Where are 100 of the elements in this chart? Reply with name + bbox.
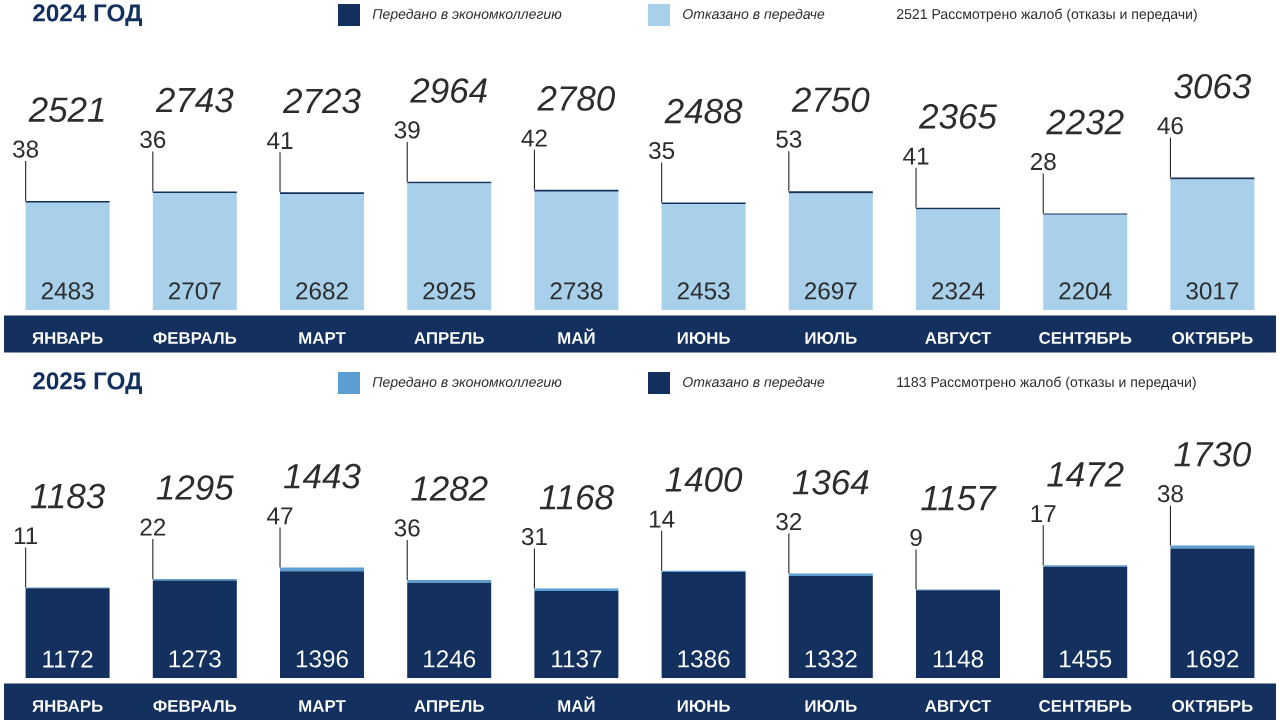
data-label: 2925	[423, 282, 476, 300]
total-label: 1157	[921, 486, 997, 511]
data-label: 1332	[805, 650, 857, 668]
x-tick-label: ИЮЛЬ	[805, 331, 857, 344]
legend-label: Передано в экономколлегию	[372, 8, 562, 22]
total-label: 1443	[284, 463, 361, 489]
bar	[1170, 548, 1255, 679]
bar	[916, 209, 1001, 311]
x-tick-label: МАРТ	[299, 700, 346, 712]
data-label: 2324	[932, 282, 985, 300]
total-label: 2232	[1046, 109, 1124, 135]
x-tick-label: ЯНВАРЬ	[32, 700, 103, 712]
data-label: 36	[394, 519, 420, 537]
data-label: 53	[776, 130, 802, 148]
data-label: 35	[649, 141, 675, 160]
total-label: 2743	[155, 87, 234, 113]
x-tick-label: ЯНВАРЬ	[32, 332, 103, 344]
data-label: 39	[394, 121, 420, 139]
x-tick-label: АПРЕЛЬ	[414, 700, 484, 712]
total-label: 2521	[28, 97, 104, 123]
data-label: 1455	[1060, 650, 1112, 668]
x-tick-label: ОКТЯБРЬ	[1172, 699, 1253, 712]
data-label: 41	[267, 132, 293, 149]
total-label: 2488	[664, 98, 743, 124]
data-label: 2682	[296, 282, 348, 300]
data-label: 1148	[933, 650, 984, 668]
data-label: 31	[521, 528, 547, 546]
data-label: 2453	[677, 282, 730, 300]
x-tick-label: ИЮНЬ	[677, 331, 730, 344]
bar	[25, 588, 110, 679]
total-label: 1183	[30, 483, 105, 509]
total-label: 1730	[1174, 441, 1252, 467]
bar	[1043, 566, 1128, 679]
x-tick-label: АВГУСТ	[925, 331, 992, 344]
bar	[1043, 214, 1128, 311]
total-label: 2365	[918, 104, 997, 129]
x-tick-label: СЕНТЯБРЬ	[1039, 331, 1132, 344]
x-tick-label: МАЙ	[558, 328, 595, 344]
bar	[534, 590, 619, 679]
bar	[1170, 179, 1255, 311]
x-tick-label: МАРТ	[299, 332, 346, 344]
bar	[280, 571, 365, 679]
data-label: 38	[13, 140, 39, 158]
data-label: 2697	[805, 282, 857, 300]
data-label: 28	[1030, 152, 1056, 171]
x-tick-label: АПРЕЛЬ	[414, 332, 484, 344]
text: 2521 Рассмотрено жалоб (отказы и передачи)	[896, 8, 1197, 22]
bar	[788, 193, 873, 311]
data-label: 42	[521, 129, 547, 147]
x-tick-label: ИЮЛЬ	[805, 699, 857, 712]
bar	[152, 580, 237, 679]
data-label: 1396	[296, 650, 348, 668]
bar	[407, 579, 492, 583]
data-label: 2707	[169, 282, 221, 300]
text: 1183 Рассмотрено жалоб (отказы и передачи)	[897, 376, 1196, 390]
data-label: 17	[1031, 505, 1056, 522]
bar	[916, 590, 1001, 679]
data-label: 2738	[550, 282, 603, 300]
x-tick-label: ФЕВРАЛЬ	[153, 332, 237, 344]
x-tick-label: АВГУСТ	[925, 699, 992, 712]
data-label: 1246	[424, 650, 476, 668]
bar	[661, 203, 746, 311]
x-tick-label: ОКТЯБРЬ	[1172, 331, 1253, 344]
data-label: 2483	[41, 282, 94, 300]
total-label: 2750	[791, 87, 870, 113]
total-label: 1400	[665, 467, 743, 492]
total-label: 2723	[282, 88, 361, 114]
bar	[534, 191, 619, 311]
total-label: 1282	[411, 476, 488, 501]
legend-label: Отказано в передаче	[683, 8, 825, 22]
data-label: 1386	[678, 650, 730, 668]
data-label: 22	[140, 518, 166, 536]
bar	[661, 571, 746, 679]
bar	[788, 576, 873, 679]
legend-label: Передано в экономколлегию	[372, 376, 562, 390]
data-label: 41	[903, 147, 929, 165]
x-tick-label: ИЮНЬ	[677, 699, 730, 712]
data-label: 1137	[552, 650, 602, 668]
bar	[407, 582, 492, 679]
total-label: 1472	[1047, 461, 1124, 487]
data-label: 1692	[1187, 650, 1239, 668]
data-label: 32	[776, 513, 802, 531]
data-label: 2204	[1059, 282, 1112, 300]
chart-title: 2024 ГОД	[33, 4, 142, 27]
x-tick-label: СЕНТЯБРЬ	[1039, 699, 1132, 712]
x-tick-label: ФЕВРАЛЬ	[153, 700, 237, 712]
bar	[25, 202, 110, 311]
total-label: 1295	[156, 475, 234, 500]
data-label: 1172	[43, 650, 93, 668]
total-label: 1168	[539, 484, 614, 510]
x-tick-label: МАЙ	[558, 696, 595, 712]
legend-label: Отказано в передаче	[683, 376, 825, 390]
bar	[280, 194, 365, 311]
data-label: 1273	[169, 650, 221, 668]
total-label: 1364	[792, 469, 869, 495]
data-label: 46	[1157, 117, 1183, 135]
data-label: 9	[910, 528, 922, 547]
total-label: 3063	[1174, 73, 1251, 99]
chart-title: 2025 ГОД	[33, 372, 142, 395]
total-label: 2780	[537, 86, 615, 111]
